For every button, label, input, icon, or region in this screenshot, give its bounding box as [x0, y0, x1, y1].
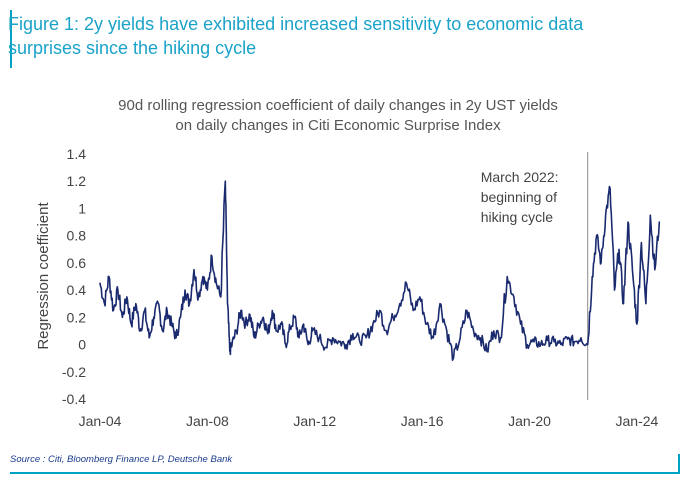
x-tick-label: Jan-04 — [79, 413, 122, 429]
chart-title: 90d rolling regression coefficient of da… — [118, 97, 558, 134]
frame-right-rule — [678, 454, 680, 474]
x-tick-label: Jan-16 — [401, 413, 444, 429]
y-tick-label: 0.4 — [67, 282, 87, 298]
figure-title: Figure 1: 2y yields have exhibited incre… — [8, 14, 584, 58]
x-tick-label: Jan-08 — [186, 413, 229, 429]
source-note: Source : Citi, Bloomberg Finance LP, Deu… — [10, 454, 233, 465]
y-tick-label: 1.4 — [67, 146, 87, 162]
y-tick-label: 0.2 — [67, 309, 87, 325]
chart-title-line-2: on daily changes in Citi Economic Surpri… — [175, 117, 501, 134]
y-tick-label: 1 — [78, 200, 86, 216]
y-tick-label: 0.8 — [67, 228, 87, 244]
annotation-line-2: beginning of — [481, 189, 557, 205]
series-line-regression-coefficient — [99, 180, 661, 361]
y-tick-label: -0.4 — [62, 391, 86, 407]
y-tick-label: 0 — [78, 337, 86, 353]
hiking-cycle-annotation: March 2022: beginning of hiking cycle — [481, 169, 559, 225]
y-axis-label: Regression coefficient — [35, 202, 52, 350]
annotation-line-3: hiking cycle — [481, 209, 554, 225]
y-tick-label: 0.6 — [67, 255, 87, 271]
x-tick-label: Jan-12 — [293, 413, 336, 429]
y-tick-label: -0.2 — [62, 364, 86, 380]
y-tick-label: 1.2 — [67, 173, 87, 189]
x-axis-ticks: Jan-04 Jan-08 Jan-12 Jan-16 Jan-20 Jan-24 — [79, 413, 659, 429]
frame-bottom-rule — [10, 472, 680, 474]
annotation-line-1: March 2022: — [481, 169, 559, 185]
frame-left-rule — [10, 10, 12, 68]
x-tick-label: Jan-24 — [616, 413, 659, 429]
figure-frame — [10, 8, 680, 474]
chart-title-line-1: 90d rolling regression coefficient of da… — [118, 97, 558, 114]
y-axis-ticks: 1.4 1.2 1 0.8 0.6 0.4 0.2 0 -0.2 -0.4 — [62, 146, 86, 407]
x-tick-label: Jan-20 — [508, 413, 551, 429]
